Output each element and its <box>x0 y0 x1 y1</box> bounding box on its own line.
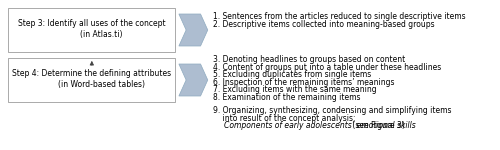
Text: Step 4: Determine the defining attributes
        (in Word-based tables): Step 4: Determine the defining attribute… <box>12 69 172 89</box>
FancyBboxPatch shape <box>8 58 175 102</box>
Polygon shape <box>179 14 208 46</box>
Text: 6. Inspection of the remaining items’ meanings: 6. Inspection of the remaining items’ me… <box>213 78 394 87</box>
Text: 5. Excluding duplicates from single items: 5. Excluding duplicates from single item… <box>213 70 372 79</box>
Text: 2. Descriptive items collected into meaning-based groups: 2. Descriptive items collected into mean… <box>213 20 435 29</box>
Text: Components of early adolescents’ emotional skills: Components of early adolescents’ emotion… <box>224 121 416 130</box>
Text: Step 3: Identify all uses of the concept
        (in Atlas.ti): Step 3: Identify all uses of the concept… <box>18 19 166 39</box>
Text: into result of the concept analysis:: into result of the concept analysis: <box>213 114 356 123</box>
Polygon shape <box>179 64 208 96</box>
Text: 7. Excluding items with the same meaning: 7. Excluding items with the same meaning <box>213 85 377 94</box>
Text: 4. Content of groups put into a table under these headlines: 4. Content of groups put into a table un… <box>213 63 442 72</box>
Text: 9. Organizing, synthesizing, condensing and simplifying items: 9. Organizing, synthesizing, condensing … <box>213 106 452 115</box>
Text: 8. Examination of the remaining items: 8. Examination of the remaining items <box>213 93 360 102</box>
Text: 3. Denoting headlines to groups based on content: 3. Denoting headlines to groups based on… <box>213 55 406 64</box>
FancyBboxPatch shape <box>8 8 175 52</box>
Text: (see Figure 3): (see Figure 3) <box>350 121 405 130</box>
Text: 1. Sentences from the articles reduced to single descriptive items: 1. Sentences from the articles reduced t… <box>213 12 466 21</box>
